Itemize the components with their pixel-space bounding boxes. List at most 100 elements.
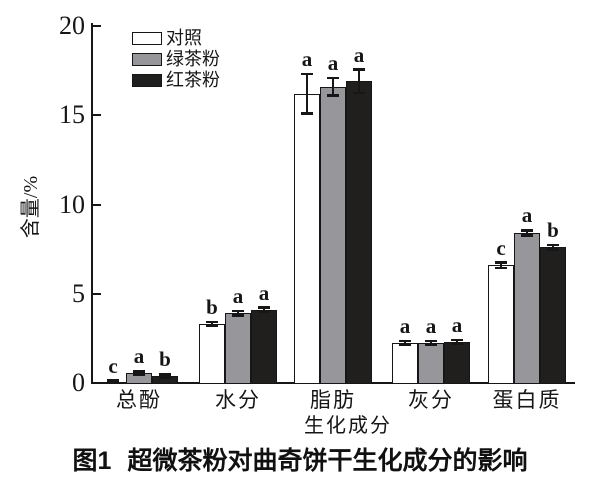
significance-letter: a: [301, 47, 313, 72]
significance-letter: a: [133, 344, 145, 369]
y-tick-label: 15: [59, 100, 85, 130]
y-tick-label: 20: [59, 11, 85, 40]
y-tick-mark: [93, 203, 101, 206]
error-bar-cap-bottom: [451, 342, 463, 345]
error-bar-line: [305, 74, 309, 114]
significance-letter: a: [451, 313, 463, 338]
error-bar-cap-top: [547, 243, 559, 247]
error-bar-cap-top: [133, 370, 145, 373]
error-bar-line: [331, 77, 335, 96]
bar: [199, 324, 225, 384]
category-label: 灰分: [408, 388, 454, 412]
error-bar-cap-top: [495, 261, 507, 264]
y-tick-label: 0: [72, 368, 85, 397]
error-bar-cap-top: [353, 68, 365, 71]
error-bar-line: [137, 371, 141, 375]
figure-caption: 图1 超微茶粉对曲奇饼干生化成分的影响: [0, 446, 600, 476]
error-bar-cap-bottom: [495, 266, 507, 270]
y-axis-title: 含量/%: [20, 175, 42, 239]
significance-letter: a: [353, 42, 365, 67]
error-bar-cap-top: [301, 72, 313, 76]
x-axis-title: 生化成分: [304, 415, 392, 437]
category-label: 总酚: [116, 388, 162, 412]
legend-item: 对照: [132, 28, 220, 49]
bar: [514, 233, 540, 384]
significance-letter: c: [496, 235, 506, 260]
significance-letter: b: [206, 294, 218, 319]
bar: [488, 265, 514, 384]
legend-item: 红茶粉: [132, 70, 220, 91]
legend: 对照 绿茶粉 红茶粉: [132, 28, 220, 91]
legend-swatch: [132, 32, 162, 45]
error-bar-line: [499, 262, 503, 268]
caption-text: 超微茶粉对曲奇饼干生化成分的影响: [127, 447, 528, 475]
error-bar-line: [163, 374, 167, 378]
significance-letter: a: [399, 314, 411, 339]
error-bar-cap-bottom: [133, 373, 145, 377]
y-tick-label: 5: [72, 278, 85, 308]
error-bar-cap-bottom: [206, 324, 218, 328]
error-bar-cap-bottom: [232, 314, 244, 317]
bar: [392, 342, 418, 384]
bar: [320, 86, 346, 384]
legend-swatch: [132, 53, 162, 66]
significance-letter: a: [425, 314, 437, 339]
significance-letter: a: [521, 203, 533, 228]
error-bar-line: [455, 340, 459, 344]
error-bar-cap-top: [521, 229, 533, 232]
y-tick-label: 10: [59, 189, 85, 219]
error-bar-cap-top: [451, 338, 463, 342]
error-bar-cap-bottom: [547, 248, 559, 251]
error-bar-cap-bottom: [327, 94, 339, 97]
error-bar-cap-top: [258, 306, 270, 309]
error-bar-cap-top: [159, 373, 171, 376]
error-bar-cap-bottom: [107, 381, 119, 385]
y-axis-line: [91, 23, 93, 384]
error-bar-line: [403, 341, 407, 345]
significance-letter: c: [108, 353, 118, 378]
legend-label: 红茶粉: [166, 70, 220, 90]
y-tick-mark: [93, 114, 101, 117]
error-bar-line: [210, 321, 214, 327]
category-label: 水分: [215, 388, 261, 412]
error-bar-cap-bottom: [353, 91, 365, 95]
error-bar-line: [357, 69, 361, 93]
significance-letter: a: [258, 280, 270, 305]
error-bar-cap-top: [232, 309, 244, 313]
error-bar-cap-bottom: [301, 112, 313, 115]
bar: [225, 313, 251, 384]
error-bar-cap-bottom: [258, 310, 270, 314]
caption-number: 图1: [72, 447, 112, 475]
error-bar-cap-bottom: [159, 376, 171, 379]
bar: [294, 93, 320, 384]
bar: [444, 341, 470, 384]
significance-letter: a: [232, 284, 244, 309]
error-bar-cap-top: [107, 379, 119, 382]
error-bar-cap-top: [327, 76, 339, 79]
significance-letter: a: [327, 50, 339, 75]
legend-swatch: [132, 74, 162, 87]
error-bar-line: [551, 245, 555, 250]
error-bar-line: [262, 307, 266, 312]
error-bar-cap-top: [399, 339, 411, 343]
error-bar-line: [236, 311, 240, 316]
y-tick-mark: [93, 292, 101, 295]
category-label: 蛋白质: [492, 388, 562, 412]
legend-label: 对照: [166, 28, 202, 48]
error-bar-cap-bottom: [425, 343, 437, 346]
category-label: 脂肪: [310, 388, 356, 412]
legend-item: 绿茶粉: [132, 49, 220, 70]
legend-label: 绿茶粉: [166, 49, 220, 69]
y-tick-mark: [93, 25, 101, 27]
significance-letter: b: [547, 218, 559, 243]
error-bar-line: [525, 230, 529, 236]
bar: [540, 247, 566, 384]
bar: [418, 342, 444, 384]
significance-letter: b: [159, 347, 171, 372]
bar: [251, 309, 277, 384]
error-bar-cap-top: [425, 339, 437, 343]
bar: [346, 81, 372, 384]
error-bar-cap-top: [206, 320, 218, 324]
